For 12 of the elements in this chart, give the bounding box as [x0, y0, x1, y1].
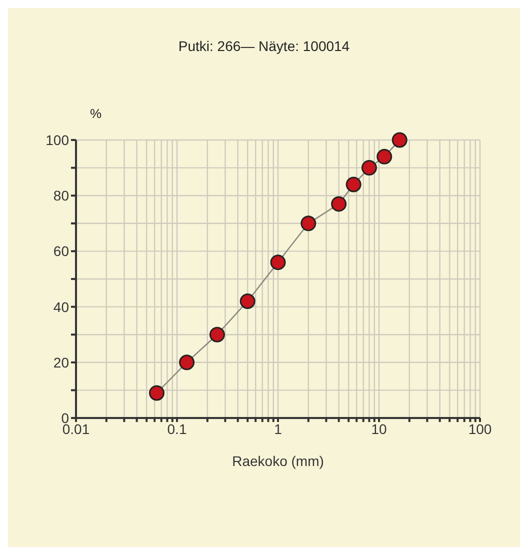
chart-title: Putki: 266— Näyte: 100014 — [177, 38, 351, 54]
x-tick-label: 100 — [468, 420, 492, 437]
y-tick-label: 100 — [46, 132, 70, 148]
x-axis-title: Raekoko (mm) — [232, 453, 324, 469]
y-tick-label: 60 — [53, 243, 70, 260]
y-tick-label: 20 — [53, 354, 70, 370]
x-tick-label: 1 — [274, 420, 282, 437]
y-tick-label: 40 — [53, 298, 70, 315]
y-tick-label: 80 — [53, 188, 70, 204]
x-tick-label: 10 — [371, 420, 387, 437]
y-axis-title: % — [90, 106, 102, 121]
x-tick-label: 0.1 — [167, 420, 187, 437]
